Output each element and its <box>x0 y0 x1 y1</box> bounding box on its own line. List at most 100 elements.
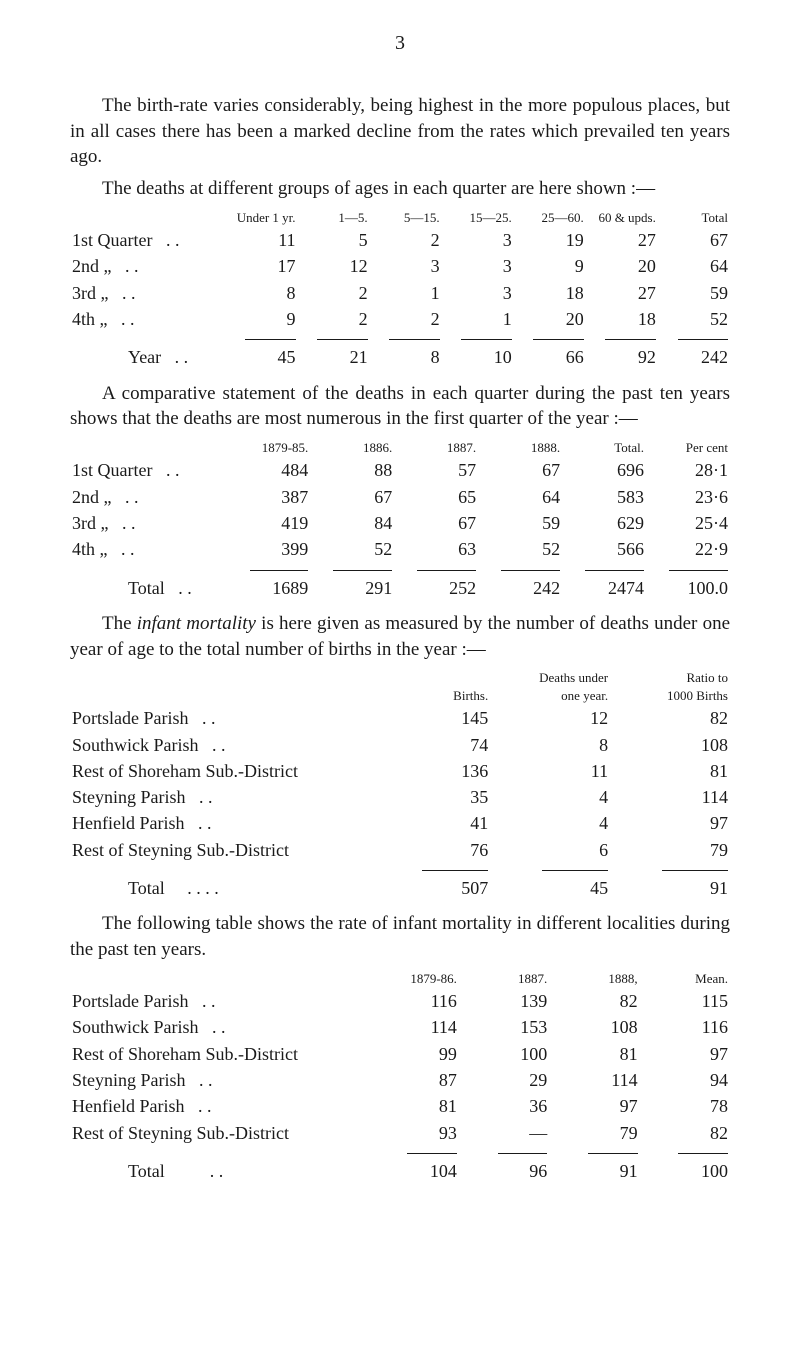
leader-dots: . . <box>212 1017 226 1037</box>
cell: 18 <box>586 306 658 332</box>
row-label: Total <box>128 1161 165 1181</box>
cell: 11 <box>490 758 610 784</box>
col-header: 1886. <box>310 438 394 458</box>
cell: 115 <box>640 988 730 1014</box>
row-label: Steyning Parish <box>72 787 186 807</box>
cell: 3 <box>370 253 442 279</box>
cell: 114 <box>369 1014 459 1040</box>
cell: 2 <box>298 306 370 332</box>
total-row: Total . . . . 507 45 91 <box>70 875 730 901</box>
cell: 10 <box>442 344 514 370</box>
col-header: Mean. <box>640 969 730 989</box>
cell: 25·4 <box>646 510 730 536</box>
leader-dots: . . <box>121 539 135 559</box>
cell: 45 <box>225 344 297 370</box>
row-label: Total <box>128 878 165 898</box>
col-header: 1887. <box>394 438 478 458</box>
cell: 100 <box>640 1158 730 1184</box>
cell: 88 <box>310 457 394 483</box>
total-row: Total . . 104 96 91 100 <box>70 1158 730 1184</box>
cell: 27 <box>586 280 658 306</box>
col-header: 1888, <box>549 969 639 989</box>
cell: 81 <box>369 1093 459 1119</box>
cell: 27 <box>586 227 658 253</box>
cell: 8 <box>225 280 297 306</box>
table-infant-mortality: Births. Deaths under one year. Ratio to … <box>70 668 730 901</box>
cell: 153 <box>459 1014 549 1040</box>
table-row: 3rd „ . .41984675962925·4 <box>70 510 730 536</box>
italic-text: infant mortality <box>137 613 256 634</box>
table-header-row: Under 1 yr. 1—5. 5—15. 15—25. 25—60. 60 … <box>70 208 730 228</box>
table-row: 4th „ . .39952635256622·9 <box>70 536 730 562</box>
leader-dots: . . <box>166 460 180 480</box>
cell: 114 <box>610 784 730 810</box>
cell: 5 <box>298 227 370 253</box>
row-label: Henfield Parish <box>72 813 184 833</box>
col-header: Total. <box>562 438 646 458</box>
cell: 99 <box>369 1041 459 1067</box>
table-row: Rest of Shoreham Sub.-District991008197 <box>70 1041 730 1067</box>
leader-dots: . . <box>199 787 213 807</box>
rule-row <box>70 563 730 575</box>
cell: 82 <box>640 1120 730 1146</box>
cell: 100 <box>459 1041 549 1067</box>
row-label: 3rd „ <box>72 513 108 533</box>
table-row: Steyning Parish . .872911494 <box>70 1067 730 1093</box>
cell: 21 <box>298 344 370 370</box>
total-row: Year . . 45 21 8 10 66 92 242 <box>70 344 730 370</box>
cell: 57 <box>394 457 478 483</box>
cell: 252 <box>394 575 478 601</box>
row-label: Southwick Parish <box>72 735 199 755</box>
row-label: 4th „ <box>72 309 108 329</box>
cell: 2 <box>370 306 442 332</box>
row-label: 1st Quarter <box>72 460 152 480</box>
leader-dots: . . <box>198 813 212 833</box>
col-header: 25—60. <box>514 208 586 228</box>
cell: 63 <box>394 536 478 562</box>
cell: 4 <box>490 784 610 810</box>
cell: 64 <box>658 253 730 279</box>
cell: 114 <box>549 1067 639 1093</box>
table-row: Portslade Parish . .1451282 <box>70 705 730 731</box>
cell: 67 <box>394 510 478 536</box>
row-label: Southwick Parish <box>72 1017 199 1037</box>
leader-dots: . . <box>198 1096 212 1116</box>
cell: 583 <box>562 484 646 510</box>
cell: 1689 <box>226 575 310 601</box>
cell: 2 <box>298 280 370 306</box>
leader-dots: . . <box>212 735 226 755</box>
table-row: Rest of Steyning Sub.-District76679 <box>70 837 730 863</box>
row-label: 4th „ <box>72 539 108 559</box>
page-number: 3 <box>70 30 730 57</box>
cell: 76 <box>370 837 490 863</box>
cell: 82 <box>549 988 639 1014</box>
cell: 11 <box>225 227 297 253</box>
cell: 22·9 <box>646 536 730 562</box>
table-row: 1st Quarter . .48488576769628·1 <box>70 457 730 483</box>
cell: 96 <box>459 1158 549 1184</box>
cell: 419 <box>226 510 310 536</box>
cell: 52 <box>658 306 730 332</box>
cell: 45 <box>490 875 610 901</box>
cell: 74 <box>370 732 490 758</box>
cell: 18 <box>514 280 586 306</box>
table-row: 3rd „ . .8213182759 <box>70 280 730 306</box>
row-label: Portslade Parish <box>72 991 189 1011</box>
paragraph-3: A comparative statement of the deaths in… <box>70 381 730 432</box>
col-header: Ratio to 1000 Births <box>610 668 730 705</box>
cell: 28·1 <box>646 457 730 483</box>
leader-dots: . . <box>175 347 189 367</box>
col-header: 1888. <box>478 438 562 458</box>
row-label: Rest of Steyning Sub.-District <box>72 840 289 860</box>
leader-dots: . . <box>122 283 136 303</box>
cell: 64 <box>478 484 562 510</box>
col-header: 1887. <box>459 969 549 989</box>
cell: 1 <box>370 280 442 306</box>
col-header: 15—25. <box>442 208 514 228</box>
cell: — <box>459 1120 549 1146</box>
cell: 12 <box>298 253 370 279</box>
table-row: 1st Quarter . .11523192767 <box>70 227 730 253</box>
rule-row <box>70 1146 730 1158</box>
cell: 52 <box>310 536 394 562</box>
col-header: 1879-86. <box>369 969 459 989</box>
